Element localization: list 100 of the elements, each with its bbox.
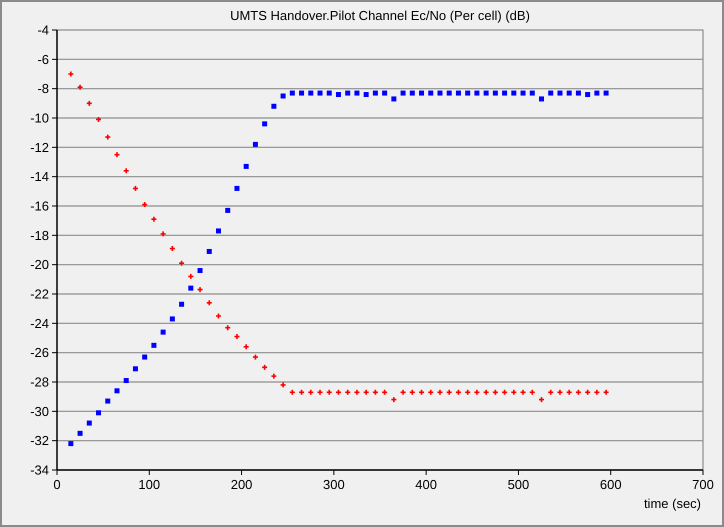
point xyxy=(474,90,480,96)
point xyxy=(382,90,388,96)
point xyxy=(604,90,609,96)
point xyxy=(492,90,498,96)
point xyxy=(244,164,249,169)
point xyxy=(390,396,398,403)
point xyxy=(437,90,442,96)
point xyxy=(242,344,250,350)
point xyxy=(170,316,175,322)
point xyxy=(169,245,176,252)
point xyxy=(271,104,276,109)
point xyxy=(566,90,572,96)
point xyxy=(78,430,83,436)
point xyxy=(289,388,296,396)
point xyxy=(104,134,112,140)
x-tick-label: 0 xyxy=(53,477,61,492)
x-tick-label: 500 xyxy=(508,477,530,492)
point xyxy=(198,268,203,274)
point xyxy=(234,333,240,340)
point xyxy=(372,90,378,96)
y-tick-label: -26 xyxy=(30,345,49,360)
y-tick-label: -28 xyxy=(30,374,49,390)
point xyxy=(364,92,369,98)
point xyxy=(68,441,74,446)
point xyxy=(270,372,278,380)
x-tick-label: 200 xyxy=(230,477,252,492)
point xyxy=(585,92,590,98)
point xyxy=(326,388,333,396)
point xyxy=(520,388,526,396)
point xyxy=(372,388,379,396)
point xyxy=(150,216,158,222)
point xyxy=(345,90,350,96)
point xyxy=(584,388,591,396)
point xyxy=(594,388,600,396)
point xyxy=(576,90,581,96)
point xyxy=(557,90,562,96)
point xyxy=(474,388,480,396)
point xyxy=(436,388,444,396)
point xyxy=(234,186,240,191)
point xyxy=(336,92,341,98)
point xyxy=(400,90,406,96)
y-tick-label: -8 xyxy=(37,81,49,96)
point xyxy=(298,388,305,396)
point xyxy=(225,208,230,213)
point xyxy=(427,388,434,396)
y-tick-label: -18 xyxy=(30,228,49,243)
point xyxy=(178,260,185,266)
point xyxy=(206,248,212,254)
y-tick-label: -34 xyxy=(30,462,49,478)
point xyxy=(307,388,314,396)
x-tick-label: 700 xyxy=(692,477,714,492)
point xyxy=(151,342,156,348)
point xyxy=(484,90,489,96)
point xyxy=(224,324,232,332)
x-axis-title: time (sec) xyxy=(644,496,701,511)
point xyxy=(446,388,453,396)
point xyxy=(262,121,268,126)
point xyxy=(538,396,545,403)
point xyxy=(566,388,572,396)
point xyxy=(354,388,360,396)
point xyxy=(252,142,258,147)
y-tick-label: -14 xyxy=(30,169,49,184)
point xyxy=(465,90,470,96)
point xyxy=(114,388,120,394)
x-tick-label: 300 xyxy=(323,477,345,492)
point xyxy=(326,90,332,96)
point xyxy=(96,410,102,416)
point xyxy=(76,84,84,90)
point xyxy=(105,398,110,404)
point xyxy=(132,366,138,372)
point xyxy=(344,388,351,396)
point xyxy=(547,388,554,396)
point xyxy=(290,90,295,96)
point xyxy=(280,382,286,388)
point xyxy=(188,273,194,280)
y-tick-label: -12 xyxy=(30,140,49,155)
y-tick-label: -32 xyxy=(30,433,49,448)
y-tick-label: -22 xyxy=(30,286,49,302)
point xyxy=(215,312,222,320)
point xyxy=(261,364,268,371)
point xyxy=(520,90,526,96)
point xyxy=(428,90,434,96)
y-tick-label: -30 xyxy=(30,404,49,419)
point xyxy=(602,388,610,396)
point xyxy=(455,388,462,396)
point xyxy=(419,90,424,96)
point xyxy=(446,90,452,96)
point xyxy=(196,286,204,293)
point xyxy=(160,330,166,335)
point xyxy=(354,90,360,96)
point xyxy=(510,388,518,396)
point xyxy=(530,90,535,96)
point xyxy=(502,90,508,96)
point xyxy=(299,90,304,96)
y-tick-label: -16 xyxy=(30,198,49,214)
point xyxy=(391,96,396,102)
point xyxy=(142,354,148,360)
point xyxy=(141,201,148,208)
y-tick-label: -4 xyxy=(37,22,49,38)
point xyxy=(124,378,129,384)
